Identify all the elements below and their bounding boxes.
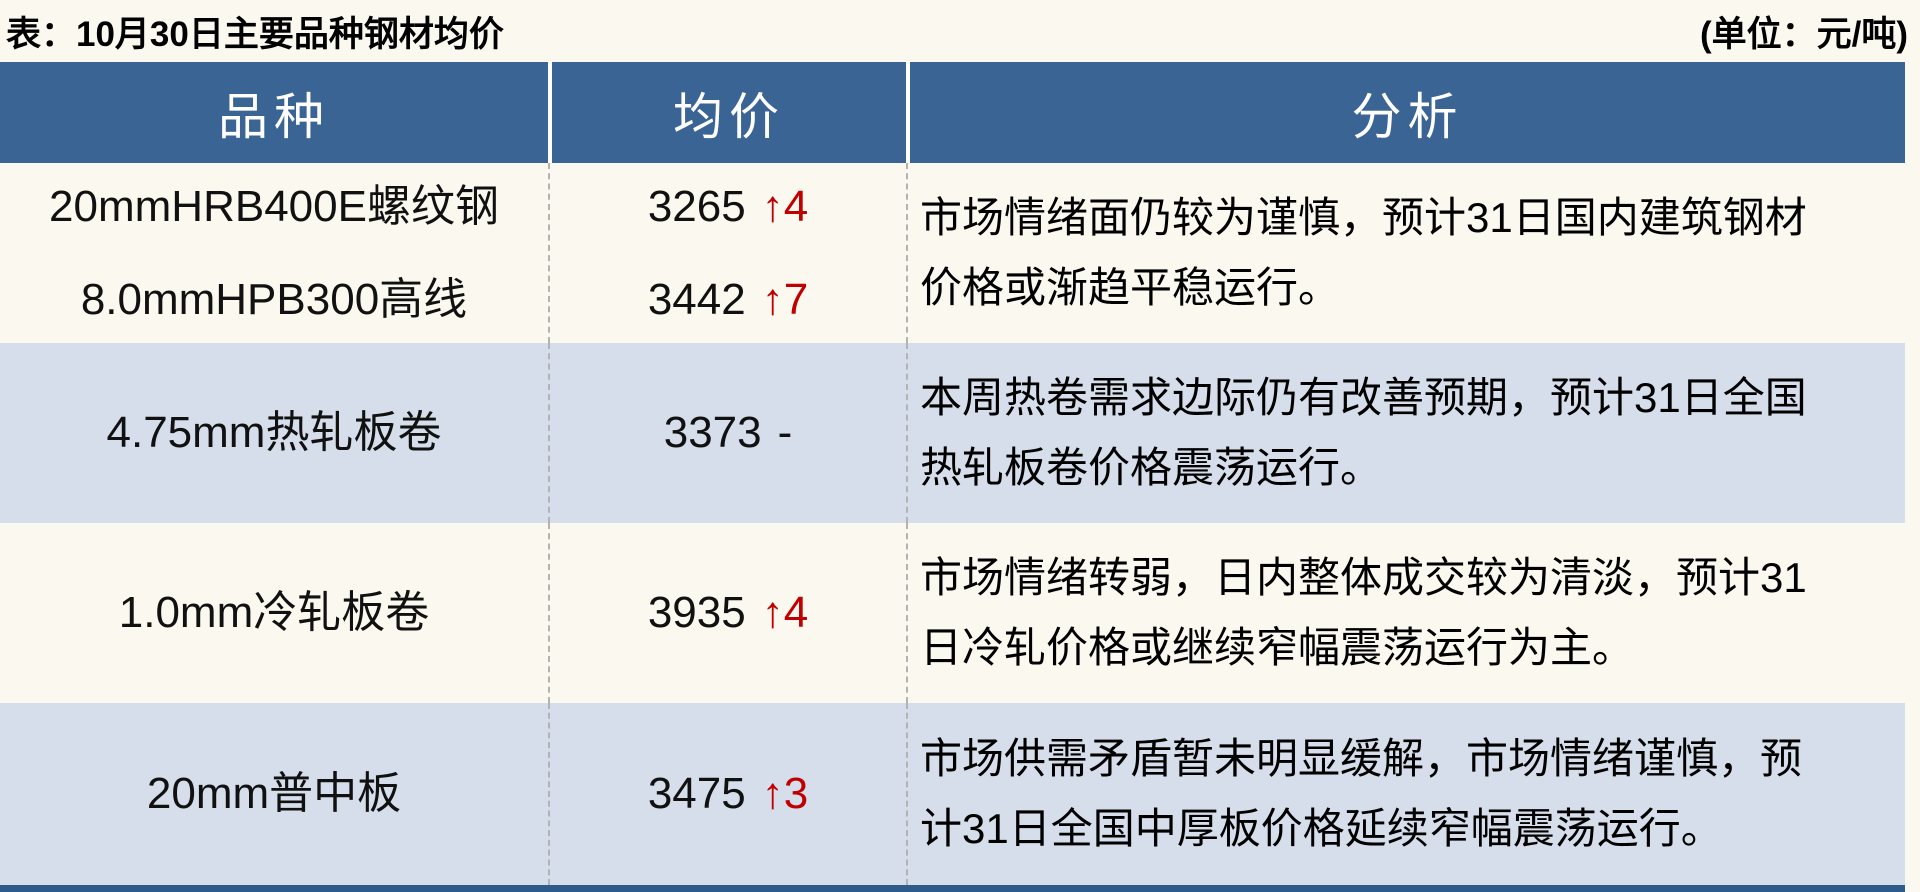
price-line: 3935 ↑4 bbox=[648, 589, 808, 637]
bottom-border-bar bbox=[0, 885, 1905, 892]
header-cell-price: 均价 bbox=[548, 62, 906, 163]
price-value: 3373 bbox=[663, 408, 762, 457]
table-header-row: 品种 均价 分析 bbox=[0, 62, 1905, 163]
analysis-cell: 市场情绪面仍较为谨慎，预计31日国内建筑钢材 价格或渐趋平稳运行。 bbox=[906, 163, 1905, 343]
analysis-cell: 本周热卷需求边际仍有改善预期，预计31日全国 热轧板卷价格震荡运行。 bbox=[906, 343, 1905, 523]
price-table: 品种 均价 分析 20mmHRB400E螺纹钢 8.0mmHPB300高线 32… bbox=[0, 62, 1920, 892]
page-title: 表：10月30日主要品种钢材均价 bbox=[6, 14, 504, 54]
variety-name: 8.0mmHPB300高线 bbox=[80, 274, 468, 324]
variety-name: 20mm普中板 bbox=[146, 769, 402, 818]
variety-name: 20mmHRB400E螺纹钢 bbox=[49, 181, 499, 231]
table-row: 20mm普中板 3475 ↑3 市场供需矛盾暂未明显缓解，市场情绪谨慎，预 计31… bbox=[0, 703, 1905, 885]
variety-cell: 1.0mm冷轧板卷 bbox=[0, 523, 548, 703]
price-cell: 3373- bbox=[548, 343, 906, 523]
unit-label: (单位：元/吨) bbox=[1699, 14, 1908, 54]
analysis-cell: 市场供需矛盾暂未明显缓解，市场情绪谨慎，预 计31日全国中厚板价格延续窄幅震荡运… bbox=[906, 703, 1905, 885]
price-value: 3475 bbox=[647, 769, 746, 818]
table-row: 1.0mm冷轧板卷 3935 ↑4 市场情绪转弱，日内整体成交较为清淡，预计31 … bbox=[0, 523, 1905, 703]
price-change-up-arrow-icon: ↑3 bbox=[761, 769, 809, 818]
price-change-up-arrow-icon: ↑4 bbox=[761, 181, 809, 231]
variety-cell: 4.75mm热轧板卷 bbox=[0, 343, 548, 523]
table-row: 4.75mm热轧板卷 3373- 本周热卷需求边际仍有改善预期，预计31日全国 … bbox=[0, 343, 1905, 523]
analysis-cell: 市场情绪转弱，日内整体成交较为清淡，预计31 日冷轧价格或继续窄幅震荡运行为主。 bbox=[906, 523, 1905, 703]
price-line: 3265 ↑4 bbox=[647, 181, 809, 231]
header-cell-analysis: 分析 bbox=[906, 62, 1905, 163]
price-change-flat: - bbox=[777, 408, 793, 457]
price-line: 3442 ↑7 bbox=[647, 274, 809, 324]
price-line: 3373- bbox=[664, 409, 793, 457]
header-cell-variety: 品种 bbox=[218, 88, 330, 145]
price-value: 3265 bbox=[647, 181, 746, 231]
price-cell: 3475 ↑3 bbox=[548, 703, 906, 885]
price-cell: 3935 ↑4 bbox=[548, 523, 906, 703]
price-cell: 3265 ↑4 3442 ↑7 bbox=[548, 163, 906, 343]
variety-cell: 20mm普中板 bbox=[0, 703, 548, 885]
variety-name: 1.0mm冷轧板卷 bbox=[118, 588, 430, 637]
price-line: 3475 ↑3 bbox=[648, 770, 808, 818]
price-value: 3935 bbox=[647, 588, 746, 637]
variety-cell: 20mmHRB400E螺纹钢 8.0mmHPB300高线 bbox=[0, 163, 548, 343]
table-row: 20mmHRB400E螺纹钢 8.0mmHPB300高线 3265 ↑4 3442… bbox=[0, 163, 1905, 343]
variety-name: 4.75mm热轧板卷 bbox=[106, 408, 442, 457]
title-bar: 表：10月30日主要品种钢材均价 (单位：元/吨) bbox=[0, 0, 1920, 62]
price-change-up-arrow-icon: ↑7 bbox=[761, 274, 809, 324]
price-value: 3442 bbox=[647, 274, 746, 324]
price-change-up-arrow-icon: ↑4 bbox=[761, 588, 809, 637]
